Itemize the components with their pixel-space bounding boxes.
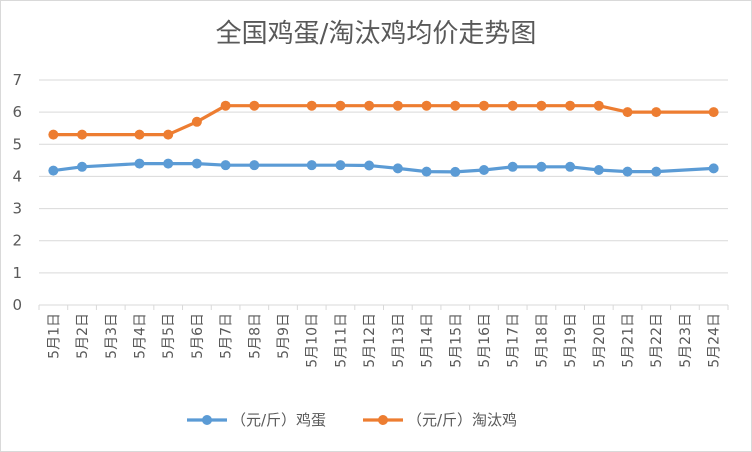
data-point — [651, 107, 662, 118]
x-tick-label: 5月8日 — [247, 313, 263, 359]
data-point — [249, 160, 260, 171]
data-point — [708, 163, 719, 174]
legend-label: （元/斤）鸡蛋 — [231, 411, 326, 429]
data-point — [593, 165, 604, 175]
x-tick-label: 5月19日 — [563, 313, 579, 368]
data-point — [536, 100, 547, 111]
series-line — [51, 104, 716, 137]
data-point — [421, 166, 432, 177]
x-tick-label: 5月20日 — [592, 313, 608, 368]
series-group — [48, 100, 719, 177]
x-tick-label: 5月21日 — [621, 313, 637, 368]
y-tick-label: 4 — [12, 167, 22, 185]
data-point — [134, 129, 145, 140]
series-2 — [48, 100, 719, 140]
y-tick-label: 0 — [12, 296, 22, 314]
legend-marker — [378, 415, 388, 425]
data-point — [622, 166, 633, 177]
x-tick-label: 5月6日 — [190, 313, 206, 359]
data-point — [507, 161, 518, 172]
x-tick-label: 5月11日 — [333, 313, 349, 368]
data-point — [48, 165, 59, 176]
x-tick-label: 5月14日 — [420, 313, 436, 368]
data-point — [392, 163, 403, 174]
x-tick-label: 5月4日 — [132, 313, 148, 359]
y-tick-label: 7 — [12, 71, 22, 89]
data-point — [364, 100, 375, 111]
data-point — [478, 100, 489, 111]
data-point — [651, 166, 662, 177]
x-tick-label: 5月22日 — [649, 313, 665, 368]
legend-marker — [202, 415, 212, 425]
x-tick-label: 5月16日 — [477, 313, 493, 368]
data-point — [306, 100, 317, 111]
data-point — [565, 161, 576, 172]
chart-title: 全国鸡蛋/淘汰鸡均价走势图 — [216, 19, 537, 49]
x-tick-label: 5月18日 — [534, 313, 550, 368]
data-point — [478, 165, 489, 175]
data-point — [593, 100, 604, 111]
x-tick-label: 5月10日 — [305, 313, 321, 368]
legend-label: （元/斤）淘汰鸡 — [407, 411, 517, 429]
data-point — [507, 100, 518, 111]
x-axis — [38, 304, 729, 310]
x-tick-label: 5月13日 — [391, 313, 407, 368]
x-tick-label: 5月3日 — [104, 313, 120, 359]
data-point — [335, 160, 346, 171]
x-tick-label: 5月12日 — [362, 313, 378, 368]
y-tick-label: 3 — [12, 200, 22, 218]
legend-item: （元/斤）淘汰鸡 — [363, 411, 517, 429]
data-point — [191, 116, 202, 127]
y-axis-ticks: 0 1 2 3 4 5 6 7 — [12, 71, 22, 314]
data-point — [708, 107, 719, 118]
data-point — [450, 100, 461, 111]
data-point — [421, 100, 432, 111]
x-axis-ticks: 5月1日 5月2日 5月3日 5月4日 5月5日 5月6日 5月7日 5月8日 5月9日 5月10… — [46, 313, 722, 368]
x-tick-label: 5月15日 — [448, 313, 464, 368]
data-point — [48, 129, 59, 140]
y-tick-label: 6 — [12, 103, 22, 121]
data-point — [191, 158, 202, 169]
data-point — [335, 100, 346, 111]
x-tick-label: 5月2日 — [75, 313, 91, 359]
data-point — [163, 158, 174, 169]
y-tick-label: 5 — [12, 135, 22, 153]
data-point — [565, 100, 576, 111]
data-point — [536, 161, 547, 172]
x-tick-label: 5月7日 — [219, 313, 235, 359]
x-tick-label: 5月9日 — [276, 313, 292, 359]
series-1 — [48, 158, 719, 177]
data-point — [306, 160, 317, 171]
x-tick-label: 5月17日 — [506, 313, 522, 368]
data-point — [364, 160, 375, 171]
series-line — [51, 162, 716, 174]
data-point — [163, 129, 174, 140]
x-tick-label: 5月5日 — [161, 313, 177, 359]
data-point — [392, 100, 403, 111]
data-point — [622, 107, 633, 118]
x-tick-label: 5月24日 — [707, 313, 723, 368]
y-tick-label: 2 — [12, 232, 22, 250]
legend: （元/斤）鸡蛋 （元/斤）淘汰鸡 — [187, 411, 517, 429]
data-point — [134, 158, 145, 169]
data-point — [450, 166, 461, 177]
y-tick-label: 1 — [12, 264, 22, 282]
data-point — [77, 129, 88, 140]
data-point — [220, 100, 231, 111]
legend-item: （元/斤）鸡蛋 — [187, 411, 326, 429]
data-point — [249, 100, 260, 111]
grid — [39, 79, 728, 274]
data-point — [77, 161, 88, 172]
x-tick-label: 5月23日 — [678, 313, 694, 368]
data-point — [220, 160, 231, 171]
x-tick-label: 5月1日 — [46, 313, 62, 359]
